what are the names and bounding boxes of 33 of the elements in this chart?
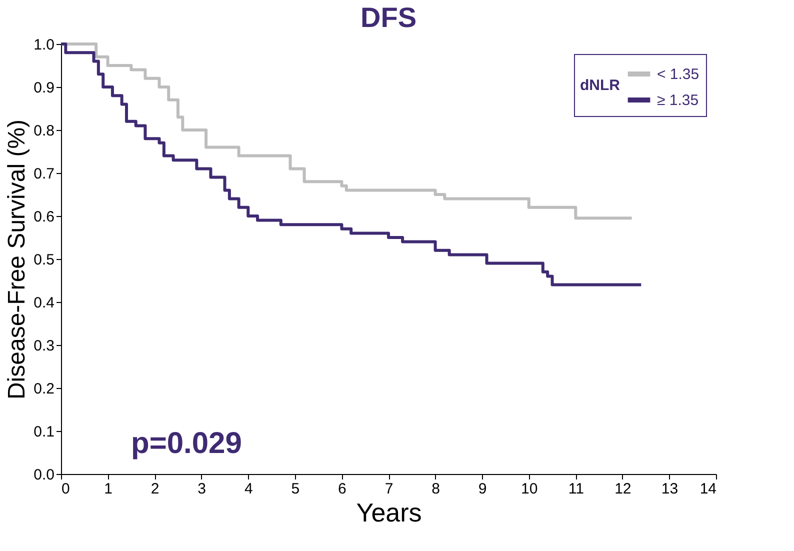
- x-tick-label: 10: [521, 480, 538, 498]
- y-tick-label: 0.5: [34, 252, 54, 268]
- x-tick-label: 9: [478, 480, 487, 498]
- y-tick-label: 0.1: [34, 424, 54, 440]
- y-tick-label: 0.3: [34, 338, 54, 354]
- y-tick-label: 1.0: [34, 36, 54, 54]
- y-tick-label: 0.7: [34, 166, 54, 182]
- x-tick-label: 7: [384, 480, 394, 498]
- y-tick-label: 0.6: [34, 208, 54, 226]
- chart-title: DFS: [360, 2, 416, 33]
- x-tick-label: 0: [62, 480, 70, 498]
- y-tick-label: 0.9: [34, 80, 54, 96]
- x-tick-label: 3: [198, 480, 206, 498]
- x-tick-label: 14: [700, 480, 716, 498]
- y-tick-label: 0.4: [34, 294, 54, 312]
- x-tick-label: 13: [661, 480, 678, 498]
- x-tick-label: 12: [614, 480, 632, 498]
- y-axis-title: Disease-Free Survival (%): [4, 119, 31, 400]
- y-tick-label: 0.2: [34, 380, 54, 398]
- legend-title: dNLR: [580, 77, 620, 94]
- legend-label: ≥ 1.35: [657, 92, 699, 109]
- x-tick-label: 6: [338, 480, 346, 498]
- x-tick-label: 1: [104, 480, 112, 498]
- x-tick-label: 8: [432, 480, 440, 498]
- legend-label: < 1.35: [657, 66, 700, 83]
- x-tick-label: 5: [291, 480, 300, 498]
- y-tick-label: 0.0: [34, 466, 54, 484]
- x-tick-label: 11: [568, 480, 584, 498]
- annotation: p=0.029: [131, 427, 242, 460]
- x-axis-title: Years: [356, 498, 422, 528]
- y-tick-label: 0.8: [34, 122, 54, 140]
- x-tick-label: 4: [244, 480, 253, 498]
- x-tick-label: 2: [150, 480, 160, 498]
